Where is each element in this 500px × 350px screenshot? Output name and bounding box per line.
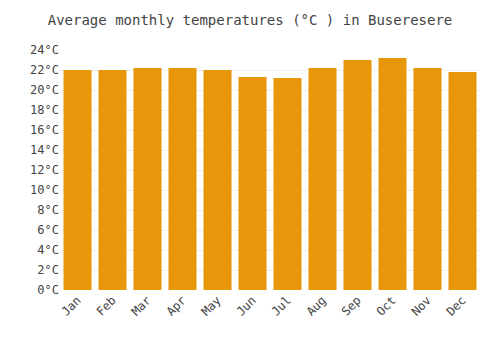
svg-text:Jul: Jul	[269, 293, 294, 318]
svg-text:14°C: 14°C	[30, 143, 59, 157]
svg-text:6°C: 6°C	[37, 223, 59, 237]
svg-text:May: May	[199, 293, 224, 318]
svg-text:Feb: Feb	[94, 293, 119, 318]
svg-text:Dec: Dec	[444, 293, 469, 318]
svg-text:18°C: 18°C	[30, 103, 59, 117]
svg-text:22°C: 22°C	[30, 63, 59, 77]
svg-text:Sep: Sep	[339, 293, 364, 318]
svg-text:12°C: 12°C	[30, 163, 59, 177]
svg-text:Oct: Oct	[374, 293, 399, 318]
svg-text:Aug: Aug	[304, 293, 329, 318]
svg-text:10°C: 10°C	[30, 183, 59, 197]
svg-text:Mar: Mar	[129, 293, 154, 318]
svg-text:8°C: 8°C	[37, 203, 59, 217]
svg-text:16°C: 16°C	[30, 123, 59, 137]
svg-text:20°C: 20°C	[30, 83, 59, 97]
svg-text:Apr: Apr	[164, 293, 189, 318]
svg-text:0°C: 0°C	[37, 283, 59, 297]
svg-text:Nov: Nov	[409, 293, 434, 318]
svg-text:24°C: 24°C	[30, 43, 59, 57]
svg-text:Average monthly temperatures (: Average monthly temperatures (°C ) in Bu…	[48, 12, 453, 28]
svg-text:Jan: Jan	[59, 293, 84, 318]
svg-text:4°C: 4°C	[37, 243, 59, 257]
svg-text:Jun: Jun	[234, 293, 259, 318]
svg-text:2°C: 2°C	[37, 263, 59, 277]
